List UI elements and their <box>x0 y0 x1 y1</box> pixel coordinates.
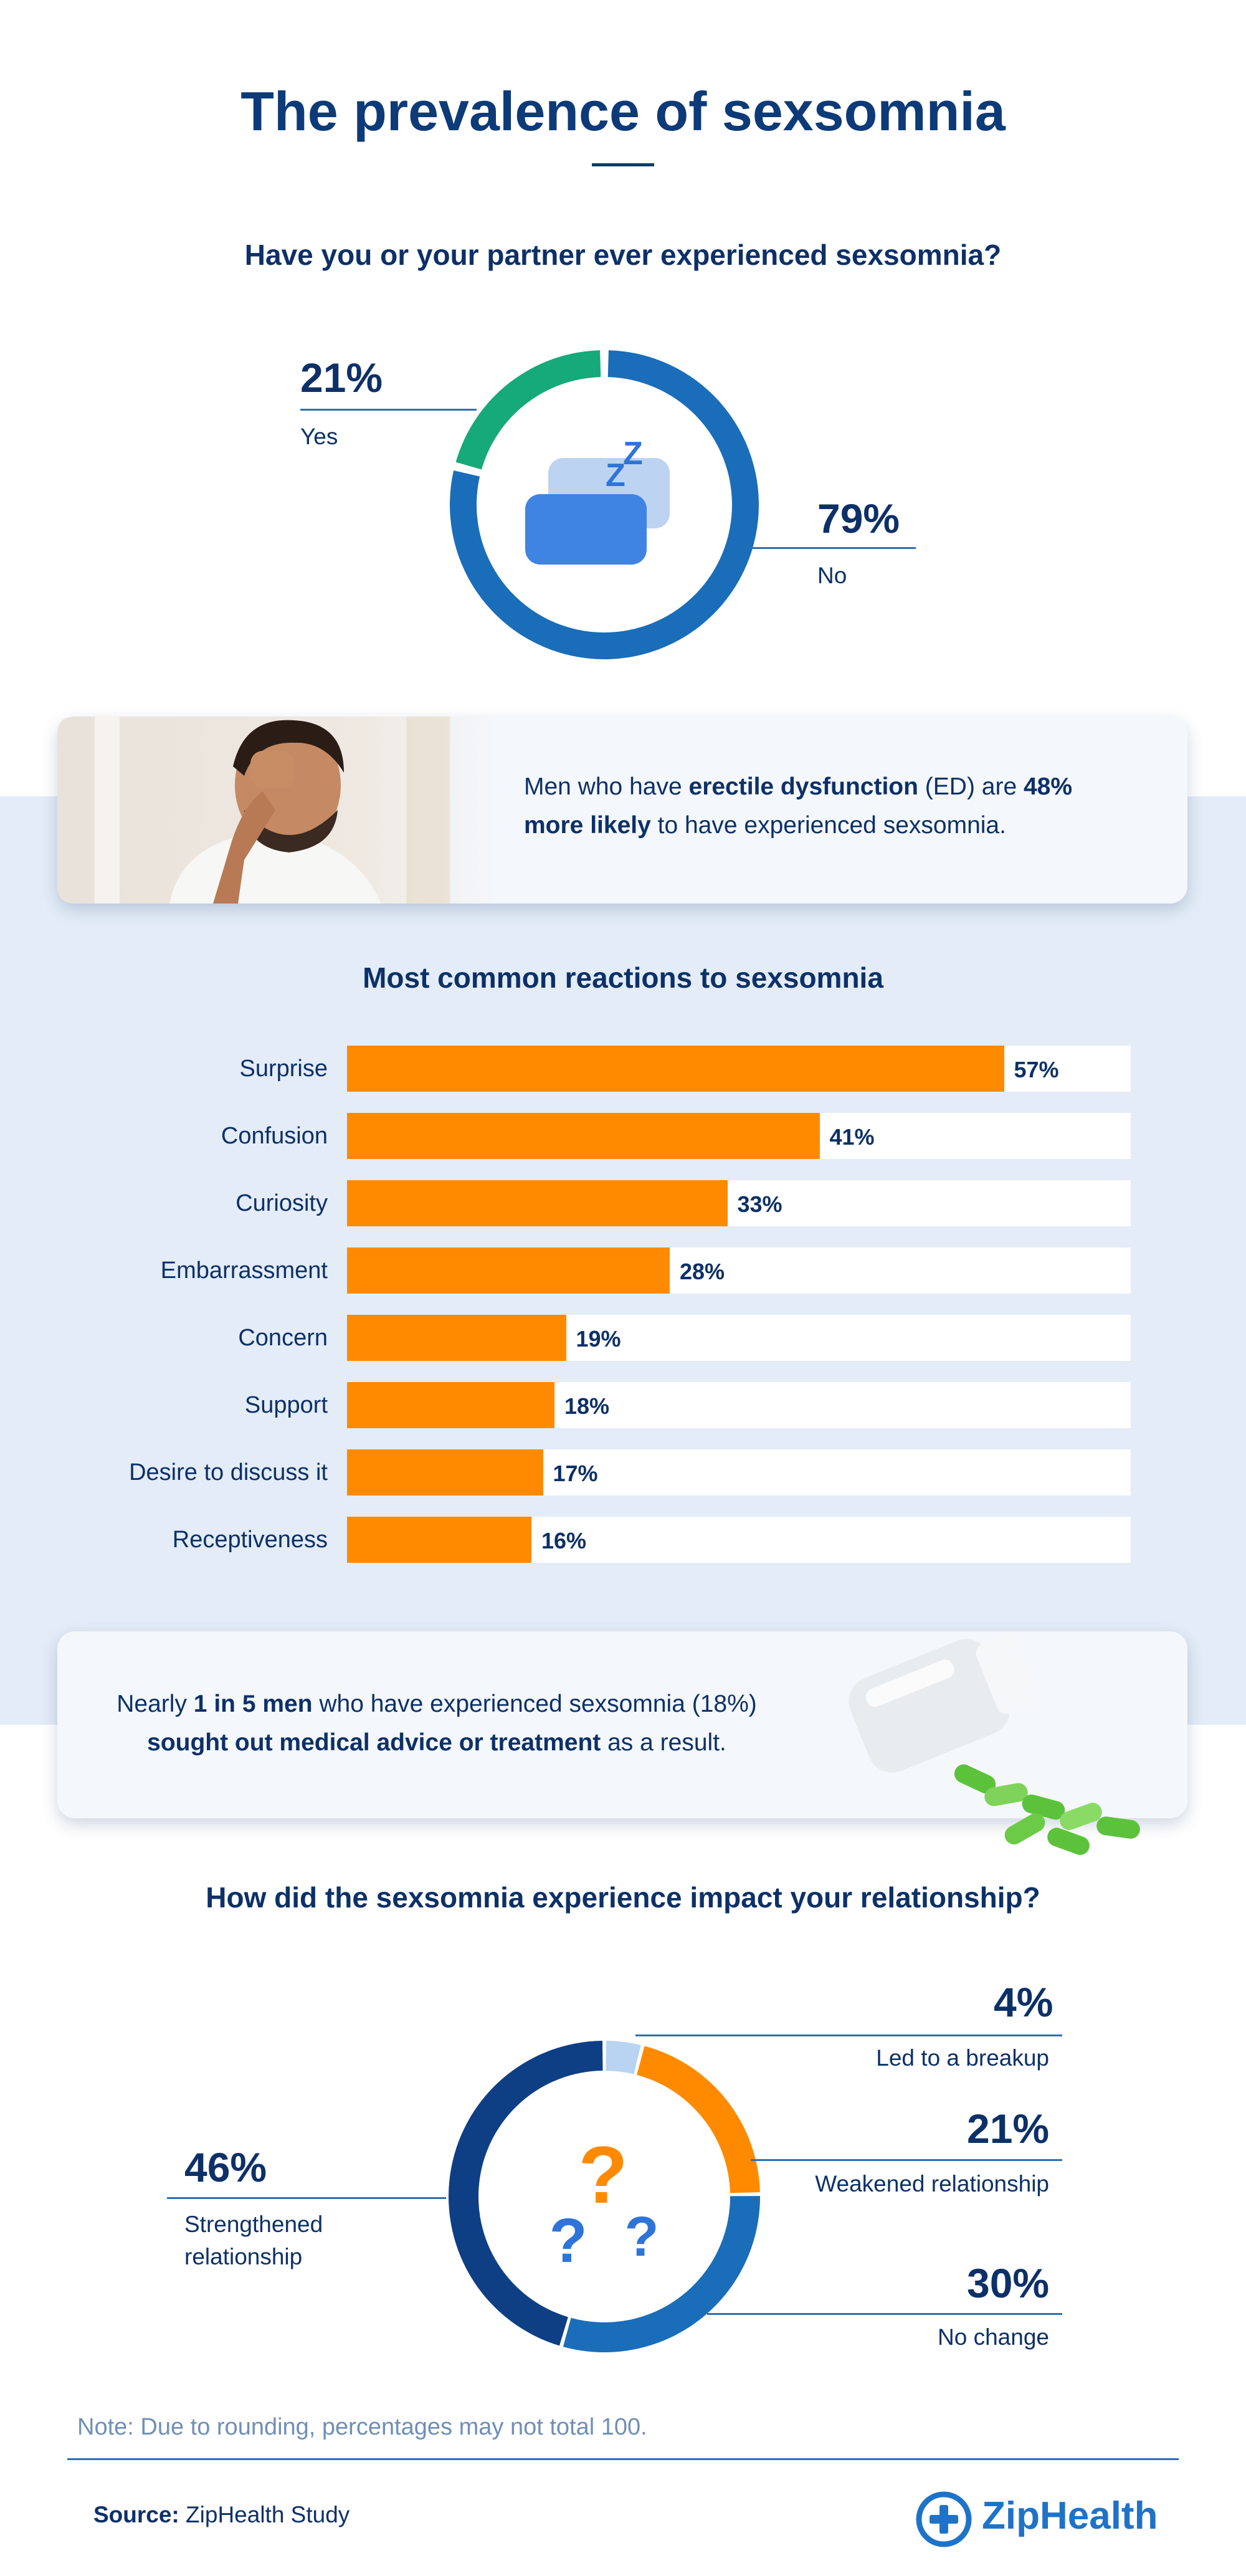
no-label: No <box>817 563 847 588</box>
title-divider <box>592 163 654 166</box>
zz-icon-large: Z <box>623 436 643 472</box>
reactions-title: Most common reactions to sexsomnia <box>363 961 883 994</box>
source-line: Source: ZipHealth Study <box>93 2502 350 2527</box>
donut-slice-no-change <box>563 2196 760 2352</box>
strengthened-label: Strengthened relationship <box>184 2211 323 2269</box>
treatment-fact-text: Nearly 1 in 5 men who have experienced s… <box>117 1691 757 1756</box>
donut-slice-strengthened-relationship <box>449 2041 603 2346</box>
no-callout-line <box>751 547 916 549</box>
medical-cross-icon <box>916 2491 972 2547</box>
question-mark-icon-orange: ? <box>578 2129 627 2220</box>
green-pills <box>954 1764 1140 1855</box>
page-title: The prevalence of sexsomnia <box>240 80 1006 142</box>
no-change-percent: 30% <box>967 2260 1050 2306</box>
donut-slice-yes <box>455 350 601 470</box>
rounding-note: Note: Due to rounding, percentages may n… <box>77 2414 647 2440</box>
relationship-question: How did the sexsomnia experience impact … <box>206 1881 1040 1914</box>
breakup-percent: 4% <box>994 1979 1053 2025</box>
reactions-background-band <box>0 796 1246 1725</box>
zz-icon-small: Z <box>606 457 625 494</box>
pill-bottle-image <box>849 1634 1140 1855</box>
breakup-label: Led to a breakup <box>876 2045 1049 2071</box>
experience-question: Have you or your partner ever experience… <box>244 239 1002 271</box>
yes-label: Yes <box>300 424 338 449</box>
experience-donut-chart: Z Z <box>450 350 759 659</box>
yes-callout-line <box>300 409 477 411</box>
weakened-label: Weakened relationship <box>815 2171 1049 2197</box>
stressed-man-photo <box>57 717 493 904</box>
donut-slice-led-to-a-breakup <box>606 2041 641 2074</box>
no-change-callout-line <box>707 2313 1062 2315</box>
footer-divider <box>67 2458 1179 2460</box>
relationship-donut-slices <box>449 2041 760 2352</box>
strengthened-callout-line <box>167 2197 446 2199</box>
no-percent: 79% <box>817 495 900 541</box>
yes-percent: 21% <box>300 355 383 401</box>
question-mark-icon-blue-right: ? <box>625 2206 659 2268</box>
brand-name: ZipHealth <box>982 2494 1158 2537</box>
ed-fact-card: Men who have erectile dysfunction (ED) a… <box>57 717 1187 904</box>
no-change-label: No change <box>938 2324 1049 2350</box>
weakened-callout-line <box>751 2159 1062 2161</box>
ed-fact-text: Men who have erectile dysfunction (ED) a… <box>524 773 1073 839</box>
relationship-donut-chart: ? ? ? <box>449 2041 760 2352</box>
weakened-percent: 21% <box>967 2106 1050 2152</box>
pillow-icon: Z Z <box>525 436 670 565</box>
experience-donut-slices <box>450 350 759 659</box>
question-mark-icon-blue-left: ? <box>549 2206 587 2276</box>
breakup-callout-line <box>635 2035 1062 2036</box>
ziphealth-logo: ZipHealth <box>915 2490 1189 2547</box>
donut-slice-weakened-relationship <box>637 2046 760 2193</box>
strengthened-percent: 46% <box>184 2144 267 2190</box>
